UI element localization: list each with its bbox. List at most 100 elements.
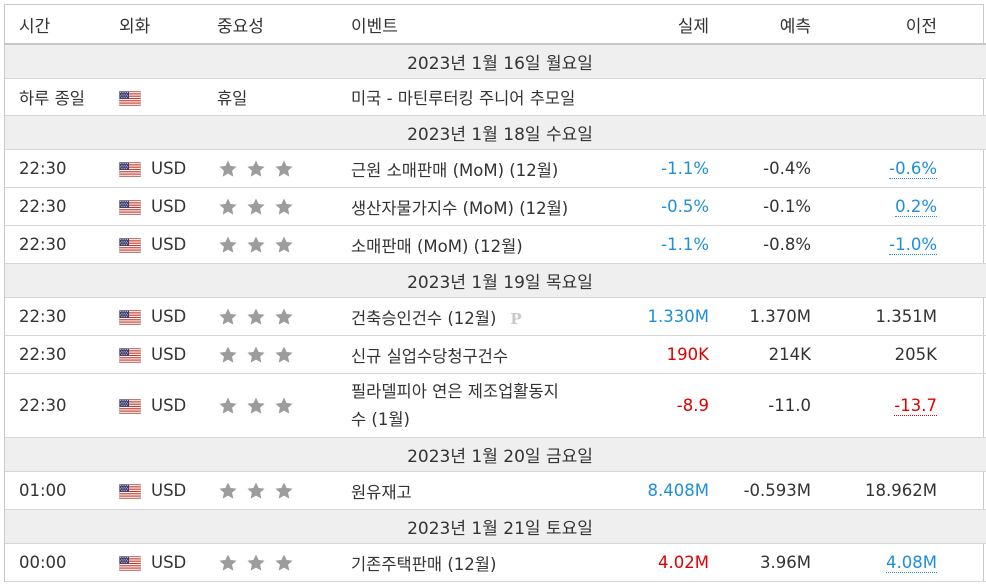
star-icon	[217, 307, 239, 327]
forecast-value: -0.4%	[709, 149, 811, 188]
currency-code: USD	[151, 159, 187, 178]
header-currency[interactable]: 외화	[119, 5, 217, 45]
previous-value[interactable]: -1.0%	[889, 235, 937, 255]
date-label: 2023년 1월 19일 목요일	[5, 263, 986, 298]
star-icon	[273, 159, 295, 179]
importance-stars	[217, 149, 351, 188]
table-row[interactable]: 01:00 USD 원유재고 8.408M -0.593M 18.962M	[5, 471, 986, 510]
us-flag-icon	[119, 91, 141, 106]
star-icon	[273, 197, 295, 217]
forecast-value: -11.0	[709, 373, 811, 438]
event-time: 22:30	[5, 149, 119, 188]
actual-value: -1.1%	[661, 159, 709, 178]
actual-value: -0.5%	[661, 197, 709, 216]
holiday-label: 휴일	[217, 78, 351, 116]
star-icon	[273, 235, 295, 255]
currency-code: USD	[151, 553, 187, 572]
us-flag-icon	[119, 484, 141, 499]
previous-value: 1.351M	[811, 297, 986, 336]
star-icon	[245, 159, 267, 179]
previous-value[interactable]: 4.08M	[886, 553, 937, 573]
date-label: 2023년 1월 21일 토요일	[5, 509, 986, 544]
actual-value: 8.408M	[647, 481, 709, 500]
star-icon	[245, 396, 267, 416]
event-name[interactable]: 신규 실업수당청구건수	[351, 335, 621, 374]
us-flag-icon	[119, 162, 141, 177]
importance-stars	[217, 543, 351, 582]
forecast-value: -0.593M	[709, 471, 811, 510]
previous-value: 205K	[811, 335, 986, 374]
currency-cell	[119, 78, 217, 116]
star-icon	[217, 396, 239, 416]
us-flag-icon	[119, 238, 141, 253]
table-row[interactable]: 22:30 USD 신규 실업수당청구건수 190K 214K 205K	[5, 335, 986, 374]
event-time: 22:30	[5, 297, 119, 336]
header-actual[interactable]: 실제	[621, 5, 709, 45]
currency-cell: USD	[119, 297, 217, 336]
date-label: 2023년 1월 16일 월요일	[5, 44, 986, 79]
forecast-value: 214K	[709, 335, 811, 374]
event-time: 하루 종일	[5, 78, 119, 116]
preliminary-tag: P	[510, 309, 522, 328]
event-name[interactable]: 건축승인건수 (12월)	[351, 308, 497, 328]
table-row[interactable]: 22:30 USD 필라델피아 연은 제조업활동지 수 (1월) -8.9 -11…	[5, 373, 986, 438]
event-name[interactable]: 필라델피아 연은 제조업활동지 수 (1월)	[351, 373, 621, 438]
event-time: 00:00	[5, 543, 119, 582]
header-time[interactable]: 시간	[5, 5, 119, 45]
currency-cell: USD	[119, 373, 217, 438]
us-flag-icon	[119, 200, 141, 215]
header-previous[interactable]: 이전	[811, 5, 986, 45]
currency-cell: USD	[119, 543, 217, 582]
date-row: 2023년 1월 18일 수요일	[5, 115, 986, 150]
date-row: 2023년 1월 19일 목요일	[5, 263, 986, 298]
star-icon	[217, 553, 239, 573]
event-name[interactable]: 근원 소매판매 (MoM) (12월)	[351, 149, 621, 188]
date-row: 2023년 1월 21일 토요일	[5, 509, 986, 544]
currency-cell: USD	[119, 225, 217, 264]
star-icon	[245, 197, 267, 217]
table-row[interactable]: 00:00 USD 기존주택판매 (12월) 4.02M 3.96M 4.08M	[5, 543, 986, 582]
actual-value: 1.330M	[647, 307, 709, 326]
actual-value: -1.1%	[661, 235, 709, 254]
currency-cell: USD	[119, 149, 217, 188]
table-row[interactable]: 22:30 USD 생산자물가지수 (MoM) (12월) -0.5% -0.1…	[5, 187, 986, 226]
event-name[interactable]: 원유재고	[351, 471, 621, 510]
previous-value[interactable]: -13.7	[894, 396, 937, 416]
star-icon	[217, 345, 239, 365]
event-name[interactable]: 소매판매 (MoM) (12월)	[351, 225, 621, 264]
event-time: 01:00	[5, 471, 119, 510]
event-name-line2: 수 (1월)	[351, 409, 410, 429]
event-name[interactable]: 미국 - 마틴루터킹 주니어 추모일	[351, 78, 709, 116]
star-icon	[245, 553, 267, 573]
star-icon	[217, 481, 239, 501]
header-forecast[interactable]: 예측	[709, 5, 811, 45]
event-name[interactable]: 기존주택판매 (12월)	[351, 543, 621, 582]
star-icon	[245, 345, 267, 365]
date-row: 2023년 1월 16일 월요일	[5, 44, 986, 79]
importance-stars	[217, 471, 351, 510]
star-icon	[273, 553, 295, 573]
header-event[interactable]: 이벤트	[351, 5, 621, 45]
event-cell[interactable]: 건축승인건수 (12월) P	[351, 297, 621, 336]
star-icon	[245, 235, 267, 255]
previous-value[interactable]: 0.2%	[895, 197, 937, 217]
currency-code: USD	[151, 345, 187, 364]
currency-code: USD	[151, 235, 187, 254]
us-flag-icon	[119, 556, 141, 571]
previous-value: 18.962M	[811, 471, 986, 510]
importance-stars	[217, 335, 351, 374]
table-row[interactable]: 22:30 USD 소매판매 (MoM) (12월) -1.1% -0.8% -…	[5, 225, 986, 264]
table-row[interactable]: 22:30 USD 건축승인건수 (12월) P 1.330M 1.370M 1.…	[5, 297, 986, 336]
us-flag-icon	[119, 310, 141, 325]
header-importance[interactable]: 중요성	[217, 5, 351, 45]
previous-value[interactable]: -0.6%	[889, 159, 937, 179]
event-name[interactable]: 생산자물가지수 (MoM) (12월)	[351, 187, 621, 226]
table-row[interactable]: 하루 종일 휴일 미국 - 마틴루터킹 주니어 추모일	[5, 78, 986, 116]
date-label: 2023년 1월 20일 금요일	[5, 437, 986, 472]
us-flag-icon	[119, 348, 141, 363]
currency-code: USD	[151, 197, 187, 216]
importance-stars	[217, 187, 351, 226]
importance-stars	[217, 373, 351, 438]
table-row[interactable]: 22:30 USD 근원 소매판매 (MoM) (12월) -1.1% -0.4…	[5, 149, 986, 188]
event-time: 22:30	[5, 335, 119, 374]
